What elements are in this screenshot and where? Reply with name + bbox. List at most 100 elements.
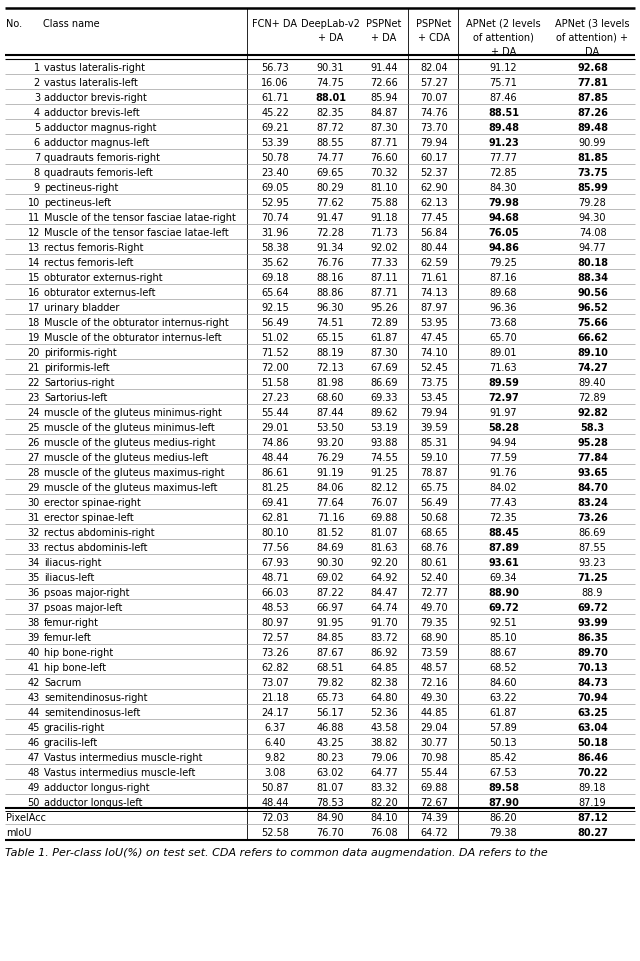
Text: 14: 14 — [28, 259, 40, 268]
Text: 67.53: 67.53 — [490, 768, 517, 778]
Text: 82.20: 82.20 — [370, 799, 398, 808]
Text: urinary bladder: urinary bladder — [44, 304, 120, 313]
Text: 44: 44 — [28, 708, 40, 718]
Text: 93.61: 93.61 — [488, 558, 519, 568]
Text: 84.85: 84.85 — [317, 633, 344, 643]
Text: 51.58: 51.58 — [261, 379, 289, 388]
Text: 84.06: 84.06 — [317, 483, 344, 493]
Text: 71.63: 71.63 — [490, 363, 517, 373]
Text: 65.75: 65.75 — [420, 483, 448, 493]
Text: 86.92: 86.92 — [370, 649, 398, 658]
Text: 23: 23 — [28, 393, 40, 404]
Text: 79.25: 79.25 — [490, 259, 517, 268]
Text: 95.26: 95.26 — [370, 304, 398, 313]
Text: 74.75: 74.75 — [317, 78, 344, 88]
Text: 49: 49 — [28, 783, 40, 793]
Text: 78.87: 78.87 — [420, 468, 448, 479]
Text: 90.56: 90.56 — [577, 288, 608, 298]
Text: 79.94: 79.94 — [420, 408, 448, 418]
Text: 35.62: 35.62 — [261, 259, 289, 268]
Text: rectus abdominis-right: rectus abdominis-right — [44, 529, 155, 538]
Text: mIoU: mIoU — [6, 828, 31, 838]
Text: 75.88: 75.88 — [370, 198, 398, 209]
Text: 82.38: 82.38 — [370, 678, 398, 688]
Text: 88.51: 88.51 — [488, 109, 519, 118]
Text: 96.36: 96.36 — [490, 304, 517, 313]
Text: 71.25: 71.25 — [577, 574, 608, 583]
Text: 6.40: 6.40 — [264, 738, 285, 749]
Text: 50.78: 50.78 — [261, 153, 289, 163]
Text: 77.62: 77.62 — [317, 198, 344, 209]
Text: 77.43: 77.43 — [490, 498, 517, 508]
Text: 35: 35 — [28, 574, 40, 583]
Text: 93.23: 93.23 — [579, 558, 606, 568]
Text: 73.68: 73.68 — [490, 318, 517, 329]
Text: 77.81: 77.81 — [577, 78, 608, 88]
Text: + DA: + DA — [491, 47, 516, 57]
Text: 87.19: 87.19 — [579, 799, 606, 808]
Text: 91.23: 91.23 — [488, 138, 519, 148]
Text: 93.88: 93.88 — [371, 438, 397, 448]
Text: 76.07: 76.07 — [370, 498, 398, 508]
Text: 30: 30 — [28, 498, 40, 508]
Text: 43.25: 43.25 — [317, 738, 344, 749]
Text: 73.26: 73.26 — [261, 649, 289, 658]
Text: 69.33: 69.33 — [371, 393, 397, 404]
Text: 88.01: 88.01 — [315, 93, 346, 103]
Text: muscle of the gluteus medius-right: muscle of the gluteus medius-right — [44, 438, 216, 448]
Text: vastus lateralis-right: vastus lateralis-right — [44, 63, 145, 73]
Text: 48.71: 48.71 — [261, 574, 289, 583]
Text: 55.44: 55.44 — [261, 408, 289, 418]
Text: 29.01: 29.01 — [261, 423, 289, 433]
Text: 79.35: 79.35 — [420, 618, 448, 628]
Text: Table 1. Per-class IoU(%) on test set. CDA refers to common data augmendation. D: Table 1. Per-class IoU(%) on test set. C… — [5, 848, 548, 858]
Text: 69.21: 69.21 — [261, 123, 289, 134]
Text: 88.45: 88.45 — [488, 529, 519, 538]
Text: 88.86: 88.86 — [317, 288, 344, 298]
Text: 85.99: 85.99 — [577, 184, 608, 193]
Text: 68.65: 68.65 — [420, 529, 448, 538]
Text: semitendinosus-right: semitendinosus-right — [44, 693, 147, 703]
Text: 71.16: 71.16 — [317, 513, 344, 523]
Text: PixelAcc: PixelAcc — [6, 813, 46, 824]
Text: 74.39: 74.39 — [420, 813, 448, 824]
Text: adductor brevis-left: adductor brevis-left — [44, 109, 140, 118]
Text: 69.41: 69.41 — [261, 498, 289, 508]
Text: quadrauts femoris-right: quadrauts femoris-right — [44, 153, 160, 163]
Text: 66.97: 66.97 — [317, 604, 344, 613]
Text: 87.71: 87.71 — [370, 138, 398, 148]
Text: obturator externus-right: obturator externus-right — [44, 273, 163, 283]
Text: 42: 42 — [28, 678, 40, 688]
Text: 74.76: 74.76 — [420, 109, 448, 118]
Text: 32: 32 — [28, 529, 40, 538]
Text: 9: 9 — [34, 184, 40, 193]
Text: 62.81: 62.81 — [261, 513, 289, 523]
Text: 81.07: 81.07 — [370, 529, 398, 538]
Text: 84.87: 84.87 — [370, 109, 398, 118]
Text: 87.89: 87.89 — [488, 543, 519, 554]
Text: iliacus-right: iliacus-right — [44, 558, 102, 568]
Text: 91.95: 91.95 — [317, 618, 344, 628]
Text: 74.27: 74.27 — [577, 363, 608, 373]
Text: femur-left: femur-left — [44, 633, 92, 643]
Text: 88.90: 88.90 — [488, 588, 519, 599]
Text: 96.30: 96.30 — [317, 304, 344, 313]
Text: 3: 3 — [34, 93, 40, 103]
Text: 76.05: 76.05 — [488, 229, 519, 238]
Text: 94.68: 94.68 — [488, 213, 519, 223]
Text: 48.53: 48.53 — [261, 604, 289, 613]
Text: vastus lateralis-left: vastus lateralis-left — [44, 78, 138, 88]
Text: 48.44: 48.44 — [261, 454, 289, 463]
Text: muscle of the gluteus medius-left: muscle of the gluteus medius-left — [44, 454, 209, 463]
Text: 69.05: 69.05 — [261, 184, 289, 193]
Text: 90.30: 90.30 — [317, 558, 344, 568]
Text: 55.44: 55.44 — [420, 768, 448, 778]
Text: 86.46: 86.46 — [577, 753, 608, 763]
Text: of attention) +: of attention) + — [557, 33, 628, 43]
Text: 69.65: 69.65 — [317, 168, 344, 178]
Text: 94.77: 94.77 — [579, 243, 606, 254]
Text: 87.12: 87.12 — [577, 813, 608, 824]
Text: 63.04: 63.04 — [577, 724, 608, 733]
Text: 88.16: 88.16 — [317, 273, 344, 283]
Text: 62.82: 62.82 — [261, 663, 289, 674]
